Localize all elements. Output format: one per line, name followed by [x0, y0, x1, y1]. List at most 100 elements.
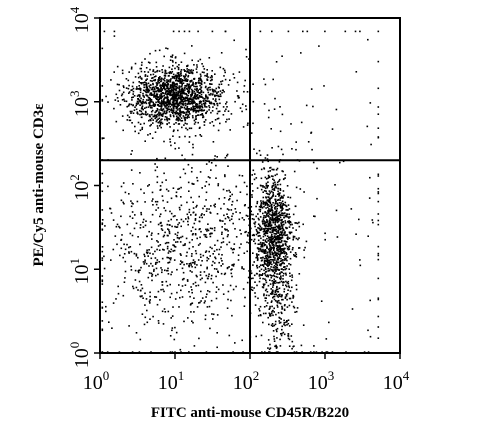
event-dot — [187, 99, 189, 102]
event-dot — [173, 84, 175, 87]
event-dot — [298, 221, 300, 224]
event-dot — [246, 241, 248, 244]
event-dot — [136, 100, 139, 103]
event-dot — [276, 295, 279, 297]
event-dot — [369, 176, 371, 179]
event-dot — [275, 230, 278, 233]
event-dot — [204, 101, 207, 104]
event-dot — [207, 223, 209, 225]
event-dot — [258, 231, 261, 234]
event-dot — [147, 185, 149, 187]
event-dot — [271, 251, 273, 254]
event-dot — [199, 88, 202, 91]
event-dot — [264, 211, 266, 213]
event-dot — [377, 213, 380, 215]
event-dot — [276, 245, 278, 247]
event-dot — [270, 175, 273, 177]
event-dot — [279, 192, 281, 194]
event-dot — [268, 196, 270, 199]
event-dot — [197, 284, 200, 287]
event-dot — [168, 108, 170, 111]
event-dot — [273, 248, 275, 251]
event-dot — [157, 320, 160, 322]
event-dot — [183, 30, 186, 33]
event-dot — [158, 70, 161, 72]
event-dot — [154, 88, 156, 91]
event-dot — [272, 213, 275, 216]
event-dot — [212, 313, 215, 316]
event-dot — [286, 245, 289, 248]
event-dot — [286, 320, 288, 323]
event-dot — [178, 118, 180, 120]
event-dot — [165, 84, 168, 86]
event-dot — [287, 30, 290, 33]
event-dot — [162, 235, 165, 238]
event-dot — [174, 86, 177, 88]
event-dot — [193, 119, 196, 122]
event-dot — [226, 153, 229, 156]
event-dot — [163, 79, 166, 82]
event-dot — [272, 286, 274, 288]
event-dot — [277, 225, 280, 227]
event-dot — [121, 69, 124, 72]
event-dot — [152, 103, 155, 105]
event-dot — [251, 289, 254, 291]
event-dot — [221, 226, 223, 228]
event-dot — [155, 95, 158, 97]
event-dot — [210, 169, 212, 171]
event-dot — [131, 217, 134, 219]
event-dot — [270, 236, 272, 238]
event-dot — [276, 337, 278, 339]
event-dot — [144, 74, 147, 76]
event-dot — [279, 199, 281, 201]
event-dot — [247, 122, 249, 125]
event-dot — [256, 232, 259, 234]
event-dot — [137, 76, 140, 79]
event-dot — [287, 196, 289, 198]
y-tick-label: 102 — [67, 174, 93, 201]
event-dot — [140, 103, 143, 105]
event-dot — [289, 275, 291, 277]
event-dot — [171, 89, 174, 92]
event-dot — [222, 67, 225, 70]
event-dot — [193, 85, 195, 88]
event-dot — [177, 78, 180, 80]
event-dot — [242, 288, 245, 290]
event-dot — [276, 173, 278, 176]
event-dot — [201, 105, 203, 107]
event-dot — [288, 213, 290, 216]
event-dot — [199, 100, 202, 102]
event-dot — [282, 281, 285, 283]
event-dot — [186, 117, 188, 119]
event-dot — [135, 102, 138, 105]
event-dot — [186, 115, 189, 118]
event-dot — [181, 267, 184, 270]
event-dot — [148, 249, 150, 251]
event-dot — [264, 278, 266, 280]
event-dot — [138, 280, 141, 283]
event-dot — [193, 297, 195, 299]
event-dot — [288, 286, 291, 289]
event-dot — [377, 127, 380, 129]
event-dot — [278, 232, 280, 234]
event-dot — [130, 89, 132, 91]
event-dot — [172, 92, 174, 94]
event-dot — [184, 119, 186, 122]
event-dot — [324, 238, 326, 241]
event-dot — [270, 288, 272, 290]
event-dot — [186, 85, 188, 87]
event-dot — [162, 199, 164, 202]
event-dot — [278, 322, 281, 324]
event-dot — [220, 80, 222, 83]
event-dot — [168, 224, 171, 226]
event-dot — [217, 184, 219, 187]
event-dot — [169, 85, 172, 88]
event-dot — [148, 265, 150, 267]
event-dot — [204, 314, 207, 317]
event-dot — [208, 109, 210, 111]
event-dot — [182, 82, 185, 84]
event-dot — [259, 264, 262, 266]
event-dot — [127, 105, 130, 107]
event-dot — [181, 96, 183, 98]
event-dot — [148, 119, 150, 122]
